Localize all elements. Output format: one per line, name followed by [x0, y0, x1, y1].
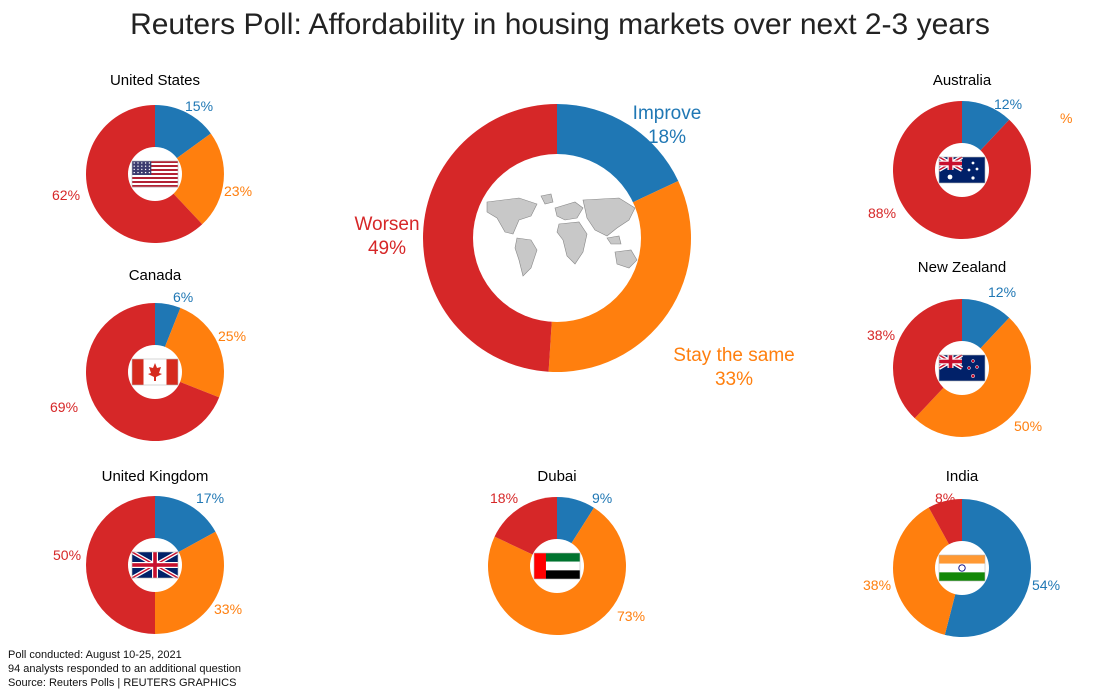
subtitle-india: India	[945, 468, 979, 485]
canada-worsen-value: 69%	[50, 399, 79, 415]
global-same-value: 33%	[714, 369, 754, 390]
global-same-category: Stay the same	[673, 345, 795, 366]
global-improve-value: 18%	[647, 127, 687, 148]
global-same-label: Stay the same 33%	[664, 344, 804, 392]
uk-worsen-value: 50%	[53, 547, 82, 563]
subtitle-australia: Australia	[932, 72, 992, 89]
india-worsen-value: 8%	[935, 490, 956, 506]
page-title: Reuters Poll: Affordability in housing m…	[130, 8, 990, 41]
new-zealand-flag-icon	[938, 353, 986, 382]
global-donut-hole	[473, 154, 641, 322]
uk-same-value: 33%	[214, 601, 243, 617]
global-improve-label: Improve 18%	[607, 102, 727, 150]
global-worsen-category: Worsen	[354, 214, 420, 235]
new-zealand-worsen-slice	[893, 299, 962, 419]
australia-same-value: %	[1060, 110, 1073, 126]
canada-improve-value: 6%	[173, 289, 194, 305]
dubai-worsen-value: 18%	[490, 490, 519, 506]
uk-worsen-slice	[86, 496, 155, 634]
us-improve-value: 15%	[185, 98, 214, 114]
india-same-slice	[892, 507, 962, 635]
world-map-icon	[486, 193, 638, 277]
subtitle-dubai: Dubai	[537, 468, 577, 485]
global-worsen-label: Worsen 49%	[332, 213, 442, 261]
dubai-flag-icon	[533, 552, 581, 580]
uk-improve-value: 17%	[196, 490, 225, 506]
australia-improve-value: 12%	[994, 96, 1023, 112]
us-same-value: 23%	[224, 183, 253, 199]
subtitle-canada: Canada	[128, 267, 182, 284]
dubai-same-value: 73%	[617, 608, 646, 624]
footnotes: Poll conducted: August 10-25, 2021 94 an…	[8, 648, 241, 690]
global-worsen-value: 49%	[367, 238, 407, 259]
new-zealand-improve-value: 12%	[988, 284, 1017, 300]
subtitle-new-zealand: New Zealand	[917, 259, 1007, 276]
global-flag-icon	[486, 193, 638, 277]
australia-flag-icon	[938, 155, 986, 184]
us-same-slice	[155, 133, 224, 225]
footnote-analysts: 94 analysts responded to an additional q…	[8, 663, 242, 675]
new-zealand-worsen-value: 38%	[867, 327, 896, 343]
footnote-poll-date: Poll conducted: August 10-25, 2021	[8, 649, 182, 661]
global-improve-category: Improve	[632, 103, 702, 124]
us-worsen-value: 62%	[52, 187, 81, 203]
footnote-source: Source: Reuters Polls | REUTERS GRAPHICS	[8, 677, 237, 689]
subtitle-uk: United Kingdom	[101, 468, 209, 485]
canada-same-value: 25%	[218, 328, 247, 344]
canada-flag-icon	[131, 358, 179, 386]
subtitle-us: United States	[109, 72, 201, 89]
new-zealand-same-value: 50%	[1014, 418, 1043, 434]
dubai-improve-value: 9%	[592, 490, 613, 506]
india-improve-value: 54%	[1032, 577, 1061, 593]
us-flag-icon	[131, 160, 179, 188]
india-flag-icon	[938, 554, 986, 582]
australia-worsen-value: 88%	[868, 205, 897, 221]
india-same-value: 38%	[863, 577, 892, 593]
uk-flag-icon	[131, 550, 179, 580]
